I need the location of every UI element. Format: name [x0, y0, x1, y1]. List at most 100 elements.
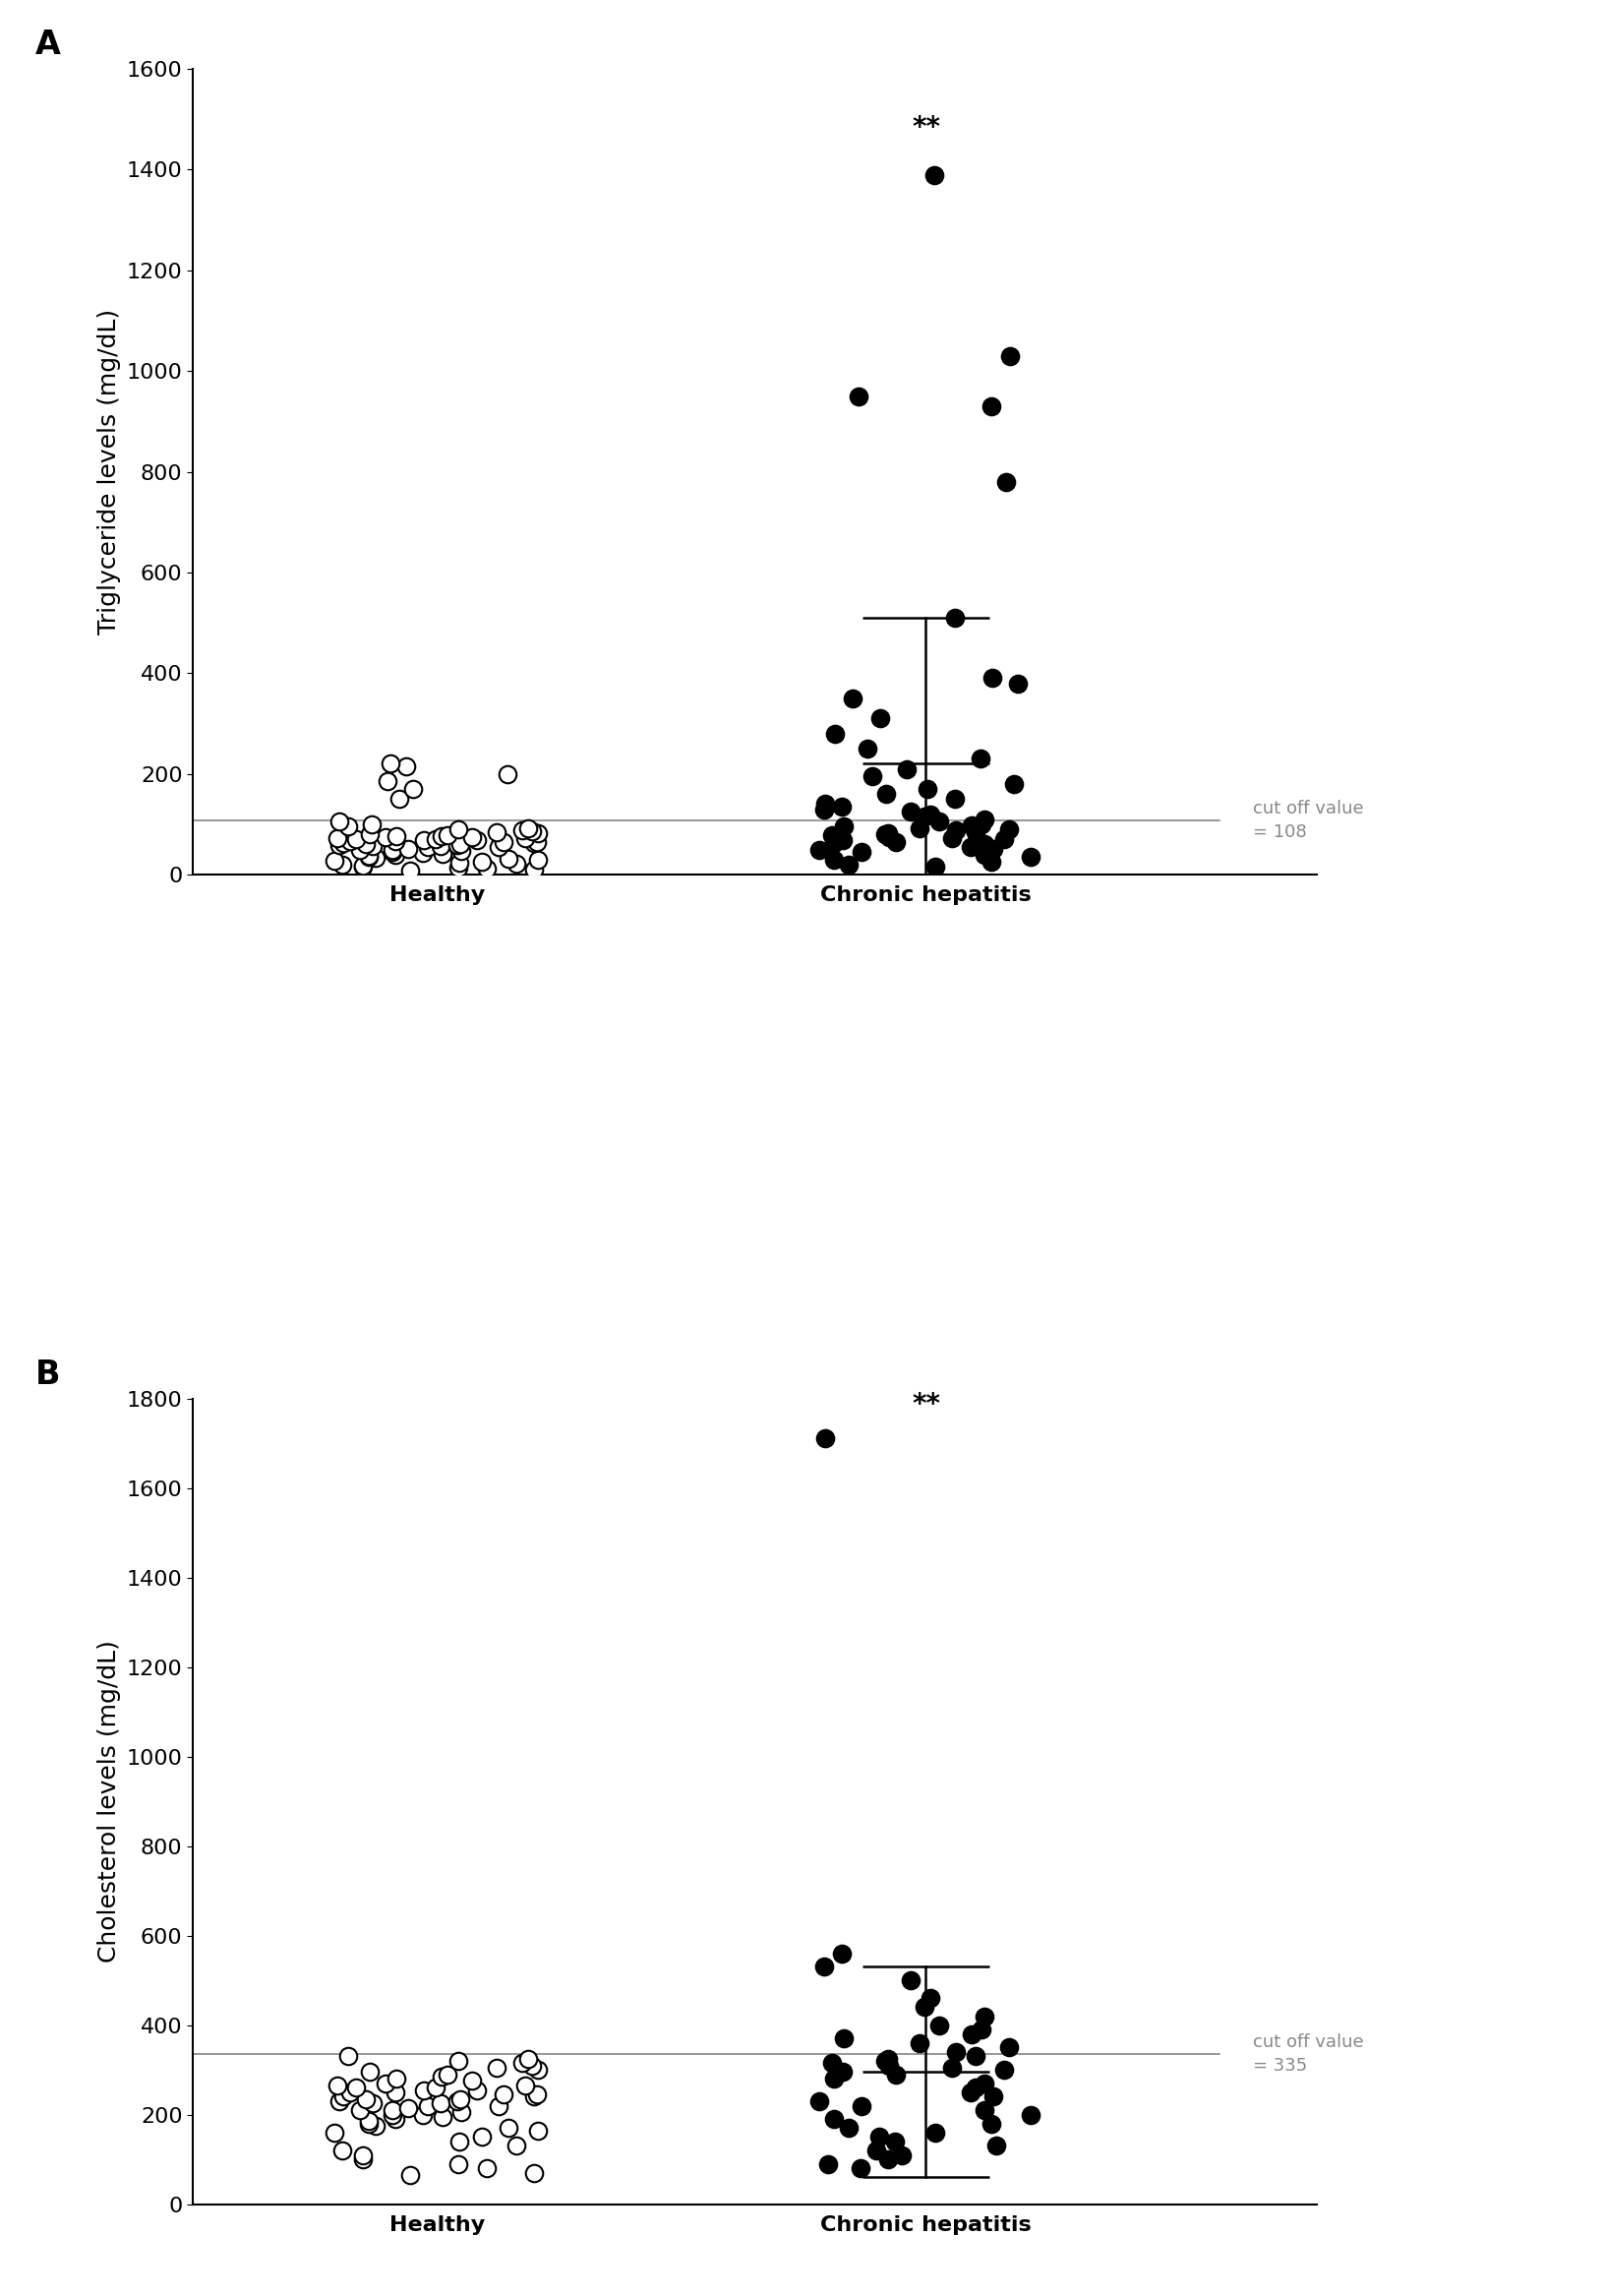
Point — [379, 831, 404, 868]
Point — [473, 2149, 499, 2186]
Point — [926, 804, 952, 840]
Text: **: ** — [912, 1391, 939, 1419]
Point — [343, 2069, 369, 2105]
Point — [335, 808, 361, 845]
Point — [897, 794, 923, 831]
Point — [337, 2073, 363, 2110]
Point — [429, 2057, 454, 2094]
Point — [828, 1936, 854, 1972]
Point — [867, 700, 892, 737]
Point — [971, 2092, 997, 2128]
Point — [1005, 666, 1030, 703]
Point — [525, 815, 551, 852]
Point — [525, 2112, 551, 2149]
Point — [515, 810, 541, 847]
Point — [326, 827, 351, 863]
Point — [358, 806, 384, 843]
Point — [883, 2055, 908, 2092]
Text: cut off value
= 335: cut off value = 335 — [1252, 2034, 1363, 2076]
Point — [831, 808, 857, 845]
Point — [520, 824, 546, 861]
Point — [977, 388, 1003, 425]
Point — [522, 852, 547, 889]
Point — [424, 2069, 449, 2105]
Point — [376, 762, 401, 799]
Point — [387, 781, 412, 817]
Point — [522, 2154, 547, 2190]
Point — [433, 817, 459, 854]
Point — [337, 822, 363, 859]
Point — [859, 758, 884, 794]
Point — [515, 2041, 541, 2078]
Point — [873, 776, 899, 813]
Point — [876, 2048, 902, 2085]
Point — [509, 813, 534, 850]
Point — [958, 2016, 984, 2053]
Y-axis label: Cholesterol levels (mg/dL): Cholesterol levels (mg/dL) — [98, 1639, 120, 1963]
Point — [995, 810, 1021, 847]
Point — [968, 2011, 993, 2048]
Point — [939, 2050, 965, 2087]
Point — [831, 2020, 857, 2057]
Point — [968, 739, 993, 776]
Point — [326, 2082, 351, 2119]
Point — [941, 599, 966, 636]
Point — [324, 820, 350, 856]
Point — [525, 840, 551, 877]
Point — [490, 824, 515, 861]
Point — [445, 827, 470, 863]
Point — [806, 831, 831, 868]
Point — [483, 2050, 509, 2087]
Point — [971, 2064, 997, 2101]
Point — [518, 2048, 544, 2085]
Point — [942, 2034, 968, 2071]
Point — [485, 2087, 510, 2124]
Point — [445, 2144, 470, 2181]
Point — [448, 2094, 473, 2131]
Text: cut off value
= 108: cut off value = 108 — [1252, 799, 1363, 840]
Point — [324, 2066, 350, 2103]
Point — [847, 2149, 873, 2186]
Point — [984, 2128, 1010, 2165]
Point — [971, 1998, 997, 2034]
Point — [347, 2092, 372, 2128]
Point — [409, 833, 435, 870]
Point — [343, 822, 369, 859]
Point — [448, 827, 473, 863]
Point — [356, 838, 382, 875]
Point — [839, 680, 865, 716]
Point — [525, 824, 551, 861]
Point — [819, 817, 844, 854]
Point — [1018, 838, 1043, 875]
Point — [496, 840, 522, 877]
Point — [961, 813, 987, 850]
Point — [822, 716, 847, 753]
Point — [395, 831, 421, 868]
Point — [372, 2064, 398, 2101]
Point — [384, 817, 409, 854]
Point — [1018, 2096, 1043, 2133]
Text: A: A — [35, 28, 61, 62]
Point — [483, 815, 509, 852]
Point — [469, 843, 494, 879]
Point — [876, 817, 902, 854]
Point — [1000, 765, 1026, 801]
Point — [393, 748, 419, 785]
Point — [921, 156, 947, 193]
Point — [889, 2138, 915, 2174]
Point — [448, 831, 473, 868]
Point — [812, 1421, 838, 1458]
Point — [942, 813, 968, 850]
Point — [907, 810, 933, 847]
Point — [382, 2073, 408, 2110]
Point — [473, 850, 499, 886]
Point — [331, 2078, 356, 2115]
Point — [806, 2082, 831, 2119]
Point — [961, 827, 987, 863]
Point — [918, 797, 944, 833]
Point — [329, 2133, 355, 2170]
Point — [382, 836, 408, 872]
Point — [379, 833, 404, 870]
Point — [494, 755, 520, 792]
Point — [961, 2039, 987, 2076]
